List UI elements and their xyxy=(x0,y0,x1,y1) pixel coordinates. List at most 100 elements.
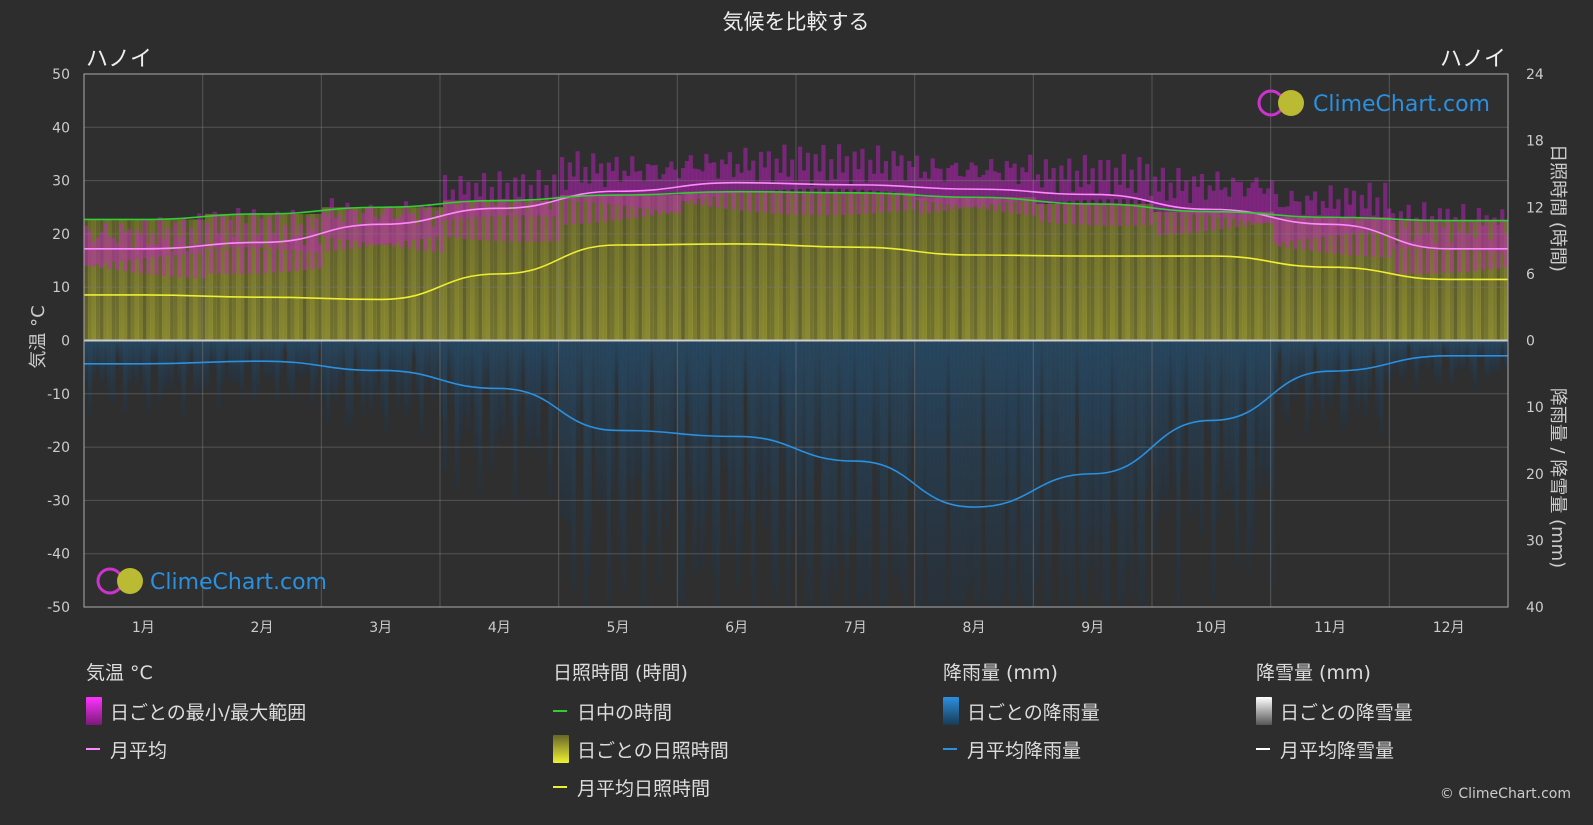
sunshine-bar xyxy=(821,192,826,341)
sunshine-bar xyxy=(169,219,175,341)
temp-range-bar xyxy=(1422,202,1427,248)
rain-bar xyxy=(431,340,436,400)
rain-bar xyxy=(353,340,358,364)
sunshine-bar xyxy=(310,213,315,341)
rain-bar xyxy=(368,340,374,412)
temp-range-bar xyxy=(1059,165,1064,202)
rain-bar xyxy=(844,340,849,607)
rain-bar xyxy=(1363,340,1368,417)
sunshine-bar xyxy=(119,219,124,341)
rain-bar xyxy=(446,340,452,375)
temp-range-bar xyxy=(973,165,978,207)
temp-range-bar xyxy=(1351,190,1357,234)
sunshine-bar xyxy=(446,200,452,341)
rain-bar xyxy=(1281,340,1286,415)
rain-bar xyxy=(87,340,93,417)
rain-bar xyxy=(981,340,986,432)
temp-range-bar xyxy=(1043,159,1048,203)
sunshine-bar xyxy=(735,191,740,341)
sunshine-bar xyxy=(1320,217,1325,341)
temp-range-bar xyxy=(419,204,424,239)
rain-bar xyxy=(766,340,771,487)
rain-bar xyxy=(868,340,873,607)
temp-range-bar xyxy=(204,222,210,248)
sunshine-bar xyxy=(875,192,881,341)
rain-bar xyxy=(243,340,249,367)
rain-bar xyxy=(1137,340,1142,607)
temp-range-bar xyxy=(298,224,303,251)
temp-range-bar xyxy=(111,237,116,263)
temp-range-bar xyxy=(914,155,920,201)
sunshine-bar xyxy=(723,191,729,341)
sunshine-bar xyxy=(1035,203,1041,341)
rain-bar xyxy=(310,340,315,405)
sunshine-bar xyxy=(778,191,783,341)
temp-range-bar xyxy=(99,232,104,269)
temp-range-bar xyxy=(559,157,565,201)
rain-bar xyxy=(1071,340,1076,607)
sunshine-bar xyxy=(150,219,155,341)
x-tick-label: 2月 xyxy=(251,620,274,636)
rain-bar xyxy=(801,340,807,486)
temp-range-bar xyxy=(727,152,732,195)
sunshine-bar xyxy=(1429,220,1435,341)
sunshine-bar xyxy=(520,200,526,341)
temp-range-bar xyxy=(1387,208,1392,258)
rain-bar xyxy=(673,340,678,434)
sunshine-bar xyxy=(1211,211,1216,341)
temp-range-bar xyxy=(774,158,779,191)
temp-range-bar xyxy=(989,158,994,205)
legend-sun-daily: 日ごとの日照時間 xyxy=(553,735,729,763)
legend-sun-daily-swatch xyxy=(553,735,569,763)
temp-range-bar xyxy=(1492,217,1497,253)
temp-range-bar xyxy=(610,170,615,221)
temp-range-bar xyxy=(1472,238,1478,271)
temp-range-bar xyxy=(1211,190,1216,231)
sunshine-bar xyxy=(1152,211,1158,341)
sunshine-bar xyxy=(1047,203,1052,341)
rain-bar xyxy=(146,340,151,413)
sunshine-bar xyxy=(165,219,171,341)
sunshine-bar xyxy=(329,207,334,341)
temp-range-bar xyxy=(540,202,545,242)
watermark-bottom-text: ClimeChart.com xyxy=(150,570,327,595)
temp-range-bar xyxy=(1320,201,1325,237)
legend-daylight-label: 日中の時間 xyxy=(577,701,673,724)
sunshine-bar xyxy=(1375,217,1380,341)
sunshine-bar xyxy=(942,197,947,341)
rain-bar xyxy=(154,340,159,363)
sunshine-bar xyxy=(1133,203,1138,341)
rain-bar xyxy=(454,340,459,488)
temp-range-bar xyxy=(743,147,748,193)
sunshine-bar xyxy=(1125,203,1130,341)
sunshine-bar xyxy=(1149,203,1154,341)
sunshine-bar xyxy=(349,207,354,341)
temp-range-bar xyxy=(345,202,350,240)
sunshine-bar xyxy=(423,207,428,341)
sunshine-bar xyxy=(782,191,787,341)
temp-range-bar xyxy=(1180,191,1185,234)
sunshine-bar xyxy=(470,200,475,341)
sunshine-bar xyxy=(1254,211,1259,341)
sunshine-bar xyxy=(185,219,190,341)
sunshine-bar xyxy=(957,197,963,341)
temp-range-bar xyxy=(1110,195,1115,226)
sunshine-bar xyxy=(154,219,159,341)
sunshine-bar xyxy=(903,192,908,341)
temp-range-bar xyxy=(653,165,658,210)
rain-bar xyxy=(856,340,861,607)
sunshine-bar xyxy=(825,192,830,341)
sunshine-bar xyxy=(415,207,420,341)
sunshine-bar xyxy=(1063,203,1068,341)
rain-bar xyxy=(427,340,432,382)
rain-bar xyxy=(1149,340,1154,468)
temp-range-bar xyxy=(282,224,288,250)
temp-range-bar xyxy=(692,168,697,205)
temp-range-bar xyxy=(552,174,557,216)
temp-range-bar xyxy=(493,205,498,242)
sunshine-bar xyxy=(700,191,705,341)
legend-sunshine: 日照時間 (時間) 日中の時間 日ごとの日照時間 月平均日照時間 xyxy=(553,660,729,812)
rain-bar xyxy=(782,340,787,469)
sunshine-bar xyxy=(860,192,865,341)
rain-bar xyxy=(517,340,522,419)
